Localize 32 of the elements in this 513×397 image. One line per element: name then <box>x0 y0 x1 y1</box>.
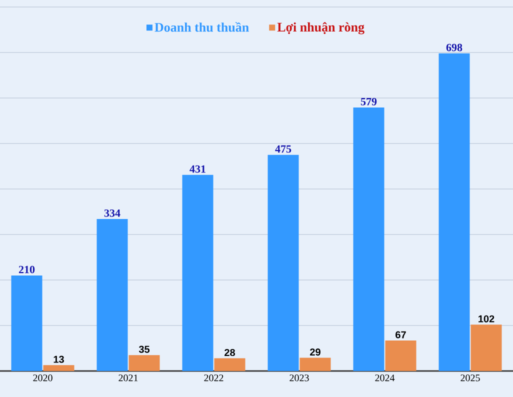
data-label: 475 <box>275 145 292 153</box>
bar <box>438 53 470 371</box>
bar <box>43 365 74 371</box>
bar <box>128 355 160 371</box>
x-tick-label: 2020 <box>33 374 52 382</box>
data-label: 35 <box>138 346 150 353</box>
legend-label: Doanh thu thuần <box>154 22 249 32</box>
legend-label: Lợi nhuận ròng <box>277 22 364 34</box>
data-label: 102 <box>478 315 494 322</box>
bar <box>470 324 502 371</box>
bar <box>385 340 416 371</box>
x-tick-label: 2023 <box>290 374 309 382</box>
data-label: 579 <box>360 98 377 106</box>
data-label: 698 <box>446 44 462 52</box>
bar <box>353 108 384 371</box>
bar <box>300 358 331 371</box>
data-label: 334 <box>104 209 120 217</box>
data-label: 28 <box>224 348 236 356</box>
x-tick-label: 2022 <box>204 374 224 382</box>
data-label: 431 <box>190 165 206 173</box>
bar <box>11 275 42 371</box>
bar <box>214 358 246 371</box>
x-tick-label: 2021 <box>118 374 138 382</box>
bar <box>182 174 214 371</box>
data-label: 67 <box>396 331 406 338</box>
x-tick-label: 2024 <box>375 374 395 382</box>
x-tick-label: 2025 <box>460 374 480 382</box>
data-label: 13 <box>54 356 64 363</box>
bar <box>96 219 128 371</box>
bar <box>268 154 299 371</box>
data-label: 29 <box>310 348 320 356</box>
data-label: 210 <box>18 266 35 274</box>
